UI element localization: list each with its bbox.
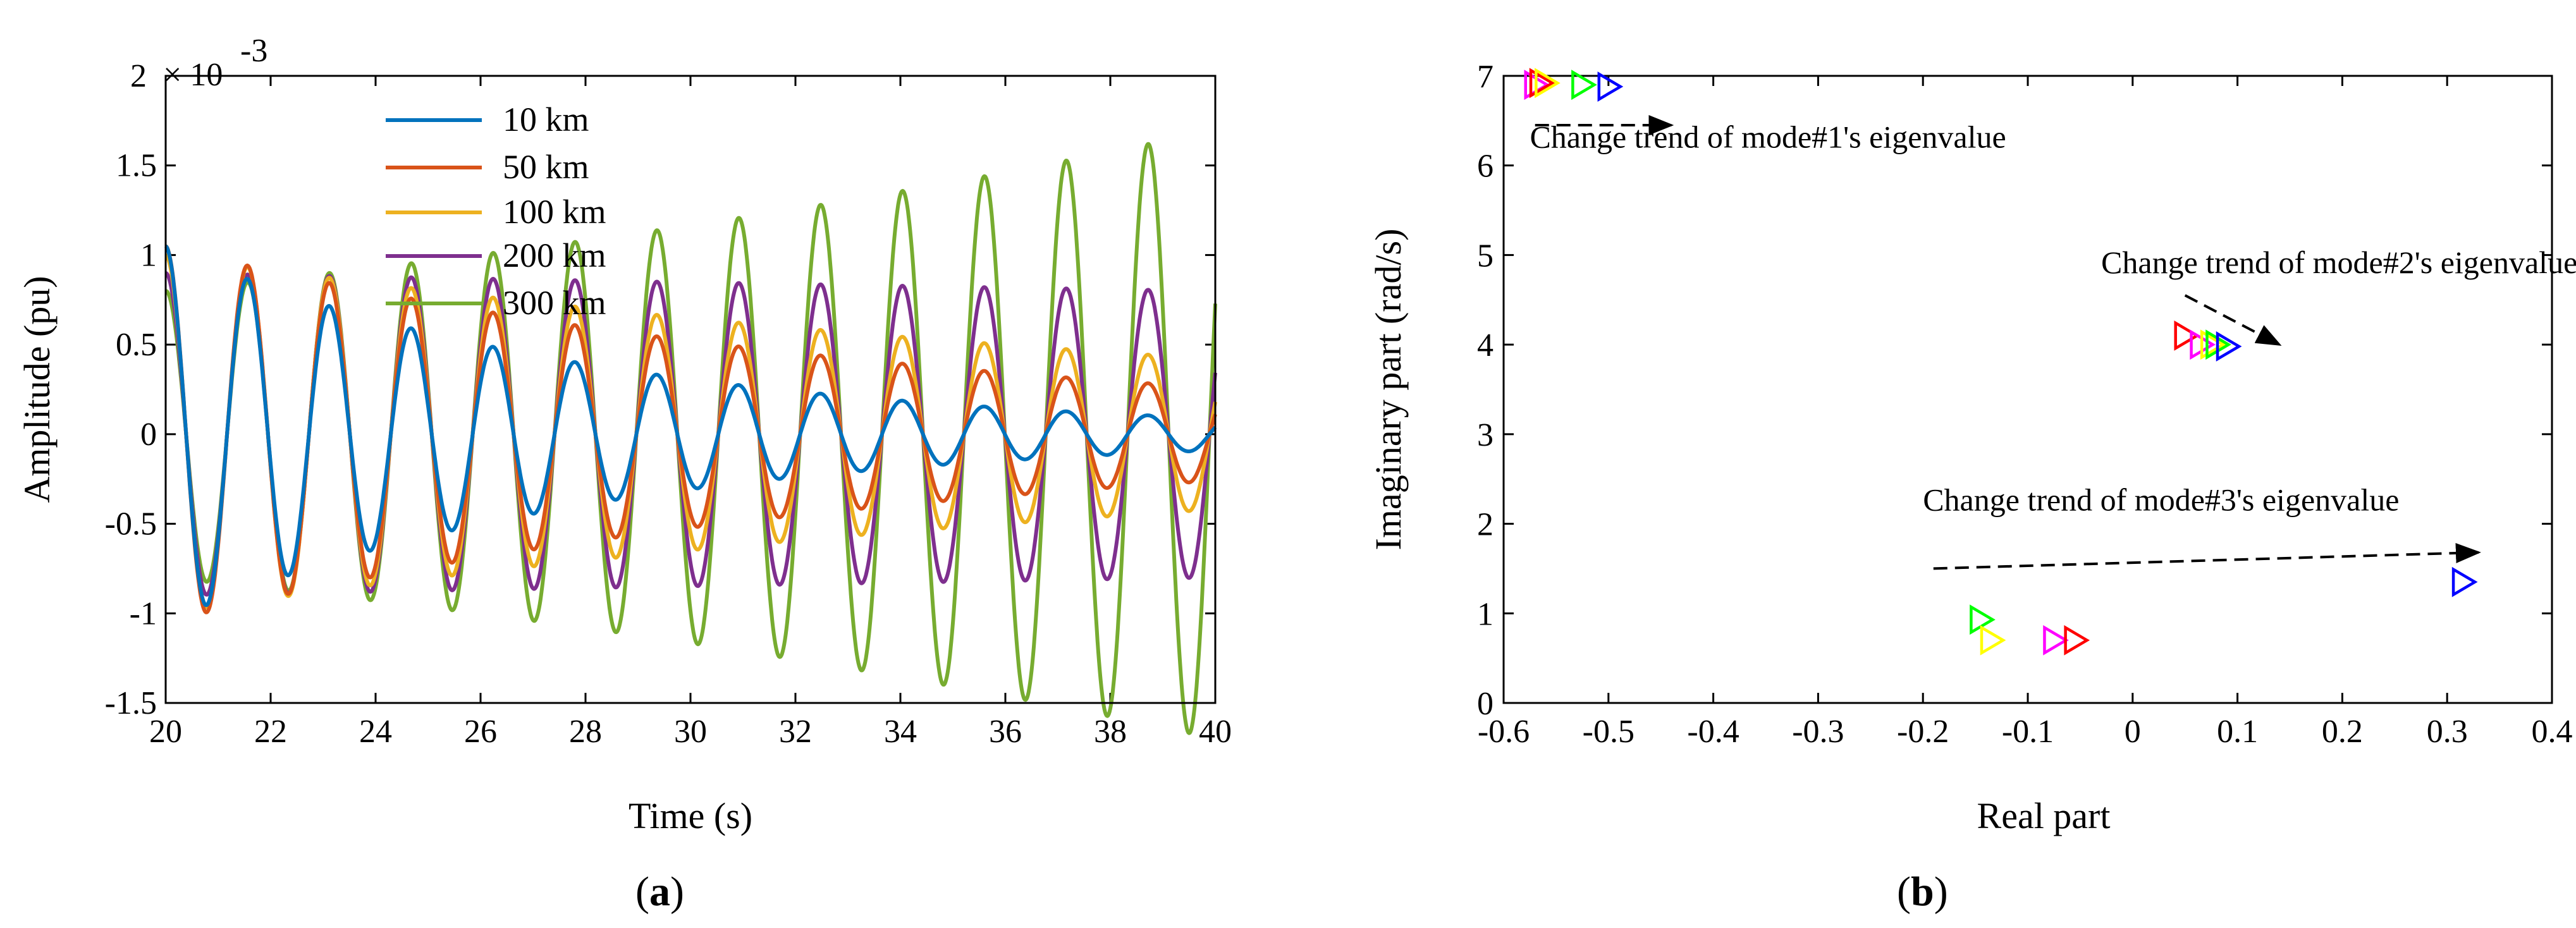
panel-a-series — [164, 142, 1217, 735]
panel-b-y-tick-label: 2 — [1477, 507, 1493, 543]
panel-a-x-tick-label: 26 — [464, 714, 497, 750]
panel-b: -0.6 -0.5 -0.4 -0.3 -0.2 -0.1 0 0.1 0.2 0.3 0.4 0 1 2… — [1368, 59, 2576, 915]
panel-a-label: (a) — [635, 869, 684, 915]
panel-a-y-multiplier: × 10 — [163, 57, 223, 93]
panel-b-points — [1524, 68, 2478, 656]
panel-a-y-tick-label: 1.5 — [116, 148, 157, 184]
eigenvalue-marker-mode1-4 — [1571, 70, 1597, 101]
panel-b-y-tick-label: 1 — [1477, 596, 1493, 632]
panel-b-x-tick-label: 0.1 — [2217, 714, 2258, 750]
legend-label-10km: 10 km — [503, 101, 589, 138]
panel-a-y-tick-label: 1 — [140, 237, 157, 273]
eigenvalue-marker-mode2-5 — [2216, 331, 2242, 362]
panel-b-label: (b) — [1897, 869, 1948, 915]
panel-b-x-tick-label: -0.1 — [2002, 714, 2054, 750]
series-line-50km — [164, 244, 1217, 614]
legend-label-200km: 200 km — [503, 236, 606, 274]
panel-b-y-tick-label: 6 — [1477, 149, 1493, 185]
panel-a-ticks: 20 22 24 26 28 30 32 34 36 38 40 -1.5 -1 -0.5 0 0.5 1 1.5… — [105, 58, 1232, 750]
panel-b-x-label: Real part — [1977, 795, 2111, 836]
annotation-arrow-2 — [2184, 294, 2282, 346]
eigenvalue-marker-mode1-3 — [1535, 68, 1561, 99]
panel-a-plot-frame — [164, 75, 1217, 704]
panel-b-x-tick-label: 0.2 — [2322, 714, 2363, 750]
eigenvalue-marker-mode3-4 — [2064, 625, 2090, 656]
panel-b-y-tick-label: 7 — [1477, 59, 1493, 95]
annotation-text-2: Change trend of mode#2's eigenvalue — [2101, 245, 2576, 280]
panel-a-legend: 10 km 50 km 100 km 200 km 300 km — [386, 101, 606, 322]
panel-b-x-tick-label: 0.3 — [2427, 714, 2468, 750]
eigenvalue-marker-mode3-2 — [1980, 625, 2006, 656]
eigenvalue-marker-mode3-1 — [1970, 604, 1996, 635]
panel-a-x-tick-label: 28 — [569, 714, 602, 750]
annotation-text-3: Change trend of mode#3's eigenvalue — [1923, 482, 2399, 517]
legend-label-100km: 100 km — [503, 193, 606, 231]
panel-b-ticks: -0.6 -0.5 -0.4 -0.3 -0.2 -0.1 0 0.1 0.2 0.3 0.4 0 1 2… — [1477, 59, 2573, 750]
panel-a-x-tick-label: 40 — [1199, 714, 1232, 750]
annotation-arrow-3 — [1933, 542, 2481, 570]
eigenvalue-marker-mode2-3 — [2200, 329, 2226, 360]
panel-a-y-exponent: -3 — [240, 33, 267, 69]
panel-a-x-tick-label: 20 — [149, 714, 182, 750]
panel-b-annotations: Change trend of mode#1's eigenvalue Chang… — [1530, 114, 2576, 570]
panel-a-y-tick-label: 2 — [130, 58, 147, 94]
panel-b-plot-frame — [1502, 75, 2553, 704]
annotation-text-1: Change trend of mode#1's eigenvalue — [1530, 119, 2006, 154]
panel-a-label-letter: a — [649, 869, 670, 915]
panel-b-x-tick-label: -0.5 — [1583, 714, 1635, 750]
panel-a-x-tick-label: 38 — [1094, 714, 1127, 750]
panel-b-y-tick-label: 3 — [1477, 417, 1493, 453]
panel-a-y-tick-label: -1.5 — [105, 685, 157, 721]
eigenvalue-marker-mode3-3 — [2043, 625, 2069, 656]
panel-b-label-letter: b — [1911, 869, 1934, 915]
panel-a-x-label: Time (s) — [629, 795, 752, 836]
eigenvalue-marker-mode1-5 — [1597, 71, 1624, 102]
panel-b-y-label: Imaginary part (rad/s) — [1368, 229, 1409, 551]
panel-a-y-tick-label: -0.5 — [105, 506, 157, 542]
panel-b-y-tick-label: 0 — [1477, 686, 1493, 722]
panel-b-x-tick-label: -0.4 — [1687, 714, 1739, 750]
eigenvalue-marker-mode2-1 — [2174, 321, 2200, 351]
series-line-10km — [164, 244, 1217, 607]
panel-a: 20 22 24 26 28 30 32 34 36 38 40 -1.5 -1 -0.5 0 0.5 1 1.5… — [16, 33, 1232, 915]
panel-a-x-tick-label: 30 — [674, 714, 707, 750]
panel-b-x-tick-label: -0.6 — [1478, 714, 1530, 750]
panel-b-x-tick-label: -0.2 — [1897, 714, 1949, 750]
panel-a-y-tick-label: 0 — [140, 417, 157, 453]
eigenvalue-marker-mode1-2 — [1529, 68, 1555, 99]
panel-a-x-tick-label: 36 — [989, 714, 1022, 750]
panel-b-y-tick-label: 4 — [1477, 327, 1493, 363]
panel-a-x-tick-label: 34 — [884, 714, 917, 750]
panel-b-x-tick-label: 0.4 — [2532, 714, 2573, 750]
panel-a-y-label: Amplitude (pu) — [16, 276, 58, 503]
panel-b-y-tick-label: 5 — [1477, 238, 1493, 274]
eigenvalue-marker-mode3-5 — [2451, 566, 2478, 597]
panel-b-x-tick-label: 0 — [2125, 714, 2141, 750]
panel-a-y-tick-label: 0.5 — [116, 327, 157, 363]
panel-a-x-tick-label: 22 — [254, 714, 287, 750]
panel-a-y-tick-label: -1 — [130, 595, 157, 632]
legend-label-300km: 300 km — [503, 284, 606, 322]
panel-b-x-tick-label: -0.3 — [1792, 714, 1844, 750]
panel-a-x-tick-label: 32 — [779, 714, 812, 750]
panel-a-x-tick-label: 24 — [359, 714, 392, 750]
legend-label-50km: 50 km — [503, 148, 589, 186]
